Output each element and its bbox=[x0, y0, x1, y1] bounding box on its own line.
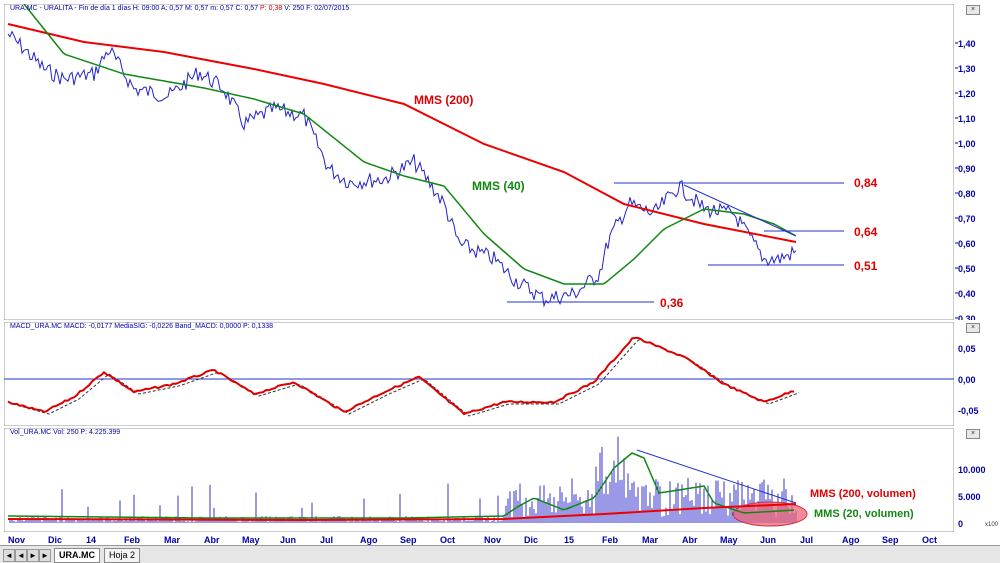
volume-pane[interactable]: MMS (200, volumen) MMS (20, volumen) Vol… bbox=[4, 428, 954, 532]
macd-series bbox=[7, 336, 795, 416]
time-tick-label: Dic bbox=[48, 535, 62, 545]
price-tick-label: 1,20 bbox=[958, 89, 976, 99]
time-tick-label: Abr bbox=[682, 535, 698, 545]
price-tick-label: 0,50 bbox=[958, 264, 976, 274]
mms200v-series bbox=[7, 503, 797, 522]
time-tick-label: Mar bbox=[164, 535, 181, 545]
time-axis: Nov Dic 14 Feb Mar Abr May Jun Jul Ago Sep Oct Nov Di… bbox=[8, 535, 937, 545]
time-tick-label: Nov bbox=[484, 535, 501, 545]
price-tick-label: 0,40 bbox=[958, 289, 976, 299]
time-tick-label: 15 bbox=[564, 535, 574, 545]
time-tick-label: Jun bbox=[760, 535, 776, 545]
macd-tick-label: 0,05 bbox=[958, 344, 976, 354]
macd-tick-label: -0,05 bbox=[958, 406, 979, 416]
macd-tick-label: 0,00 bbox=[958, 375, 976, 385]
mms200-label: MMS (200) bbox=[414, 93, 473, 107]
tab-hoja-2[interactable]: Hoja 2 bbox=[104, 548, 141, 563]
mms20v-series bbox=[7, 452, 795, 519]
price-header-text: URA.MC - URALITA - Fin de día 1 días H: … bbox=[10, 5, 259, 12]
time-tick-label: Jun bbox=[280, 535, 296, 545]
price-tick-label: 0,30 bbox=[958, 314, 976, 320]
volume-chart[interactable]: MMS (200, volumen) MMS (20, volumen) bbox=[4, 428, 954, 532]
time-tick-label: Dic bbox=[524, 535, 538, 545]
price-header-p: P: 0,38 bbox=[260, 5, 283, 12]
time-tick-label: Sep bbox=[882, 535, 899, 545]
time-tick-label: Abr bbox=[204, 535, 220, 545]
price-tick-label: 1,00 bbox=[958, 139, 976, 149]
volume-trendline bbox=[636, 449, 797, 504]
time-tick-label: 14 bbox=[86, 535, 96, 545]
macd-pane[interactable]: MACD_URA.MC MACD: -0,0177 MediaSIG: -0,0… bbox=[4, 322, 954, 426]
price-tick-label: 0,80 bbox=[958, 189, 976, 199]
volume-tick-label: 5.000 bbox=[958, 492, 981, 502]
volume-pane-header: Vol_URA.MC Vol: 250 P: 4.225.399 bbox=[10, 429, 121, 436]
mms200-series bbox=[7, 23, 797, 243]
volume-close-button[interactable]: × bbox=[966, 429, 980, 439]
level-084-label: 0,84 bbox=[854, 176, 878, 190]
price-tick-label: 0,60 bbox=[958, 239, 976, 249]
volume-highlight-ellipse bbox=[732, 501, 808, 527]
next-sheet-button[interactable]: ► bbox=[27, 549, 39, 562]
macd-chart[interactable] bbox=[4, 322, 954, 426]
time-tick-label: Oct bbox=[440, 535, 455, 545]
price-pane[interactable]: MMS (200) MMS (40) 0,84 0,64 0,51 0,36 U… bbox=[4, 4, 954, 320]
price-pane-header: URA.MC - URALITA - Fin de día 1 días H: … bbox=[10, 5, 349, 12]
time-tick-label: May bbox=[242, 535, 260, 545]
time-tick-label: Ago bbox=[360, 535, 378, 545]
macd-axis: 0,05 0,00 -0,05 bbox=[955, 322, 1000, 426]
time-tick-label: Sep bbox=[400, 535, 417, 545]
macd-close-button[interactable]: × bbox=[966, 323, 980, 333]
time-tick-label: Nov bbox=[8, 535, 25, 545]
price-tick-label: 1,40 bbox=[958, 39, 976, 49]
mms20v-label: MMS (20, volumen) bbox=[814, 508, 914, 520]
volume-tick-label: 10.000 bbox=[958, 465, 986, 475]
price-series bbox=[7, 30, 797, 308]
volume-tick-label: 0 bbox=[958, 519, 963, 529]
volume-axis: 10.000 5.000 0 x100 bbox=[955, 428, 1000, 532]
time-tick-label: Mar bbox=[642, 535, 659, 545]
level-036-label: 0,36 bbox=[660, 296, 684, 310]
time-tick-label: Ago bbox=[842, 535, 860, 545]
mms40-label: MMS (40) bbox=[472, 179, 525, 193]
time-tick-label: Jul bbox=[320, 535, 333, 545]
macd-signal-series bbox=[12, 338, 800, 417]
last-sheet-button[interactable]: ► bbox=[39, 549, 51, 562]
mms200v-label: MMS (200, volumen) bbox=[810, 488, 916, 500]
price-chart[interactable]: MMS (200) MMS (40) 0,84 0,64 0,51 0,36 bbox=[4, 4, 954, 320]
volume-scale-note: x100 bbox=[985, 522, 999, 528]
price-tick-label: 1,10 bbox=[958, 114, 976, 124]
sheet-tab-bar: ◄ ◄ ► ► URA.MC Hoja 2 bbox=[0, 545, 1000, 563]
tab-ura-mc[interactable]: URA.MC bbox=[54, 548, 100, 563]
level-051-label: 0,51 bbox=[854, 259, 878, 273]
first-sheet-button[interactable]: ◄ bbox=[3, 549, 15, 562]
time-tick-label: May bbox=[720, 535, 738, 545]
prev-sheet-button[interactable]: ◄ bbox=[15, 549, 27, 562]
price-header-rest: V: 250 F: 02/07/2015 bbox=[284, 5, 350, 12]
trendline-down bbox=[683, 184, 797, 237]
price-close-button[interactable]: × bbox=[966, 5, 980, 15]
time-tick-label: Jul bbox=[800, 535, 813, 545]
time-tick-label: Feb bbox=[124, 535, 141, 545]
price-tick-label: 0,70 bbox=[958, 214, 976, 224]
price-axis: 1,40 1,30 1,20 1,10 1,00 0,90 0,80 0,70 0,60 0,50… bbox=[955, 4, 1000, 324]
level-064-label: 0,64 bbox=[854, 225, 878, 239]
mms40-series bbox=[23, 4, 796, 285]
time-tick-label: Feb bbox=[602, 535, 619, 545]
macd-pane-header: MACD_URA.MC MACD: -0,0177 MediaSIG: -0,0… bbox=[10, 323, 274, 330]
time-tick-label: Oct bbox=[922, 535, 937, 545]
price-tick-label: 1,30 bbox=[958, 64, 976, 74]
price-tick-label: 0,90 bbox=[958, 164, 976, 174]
